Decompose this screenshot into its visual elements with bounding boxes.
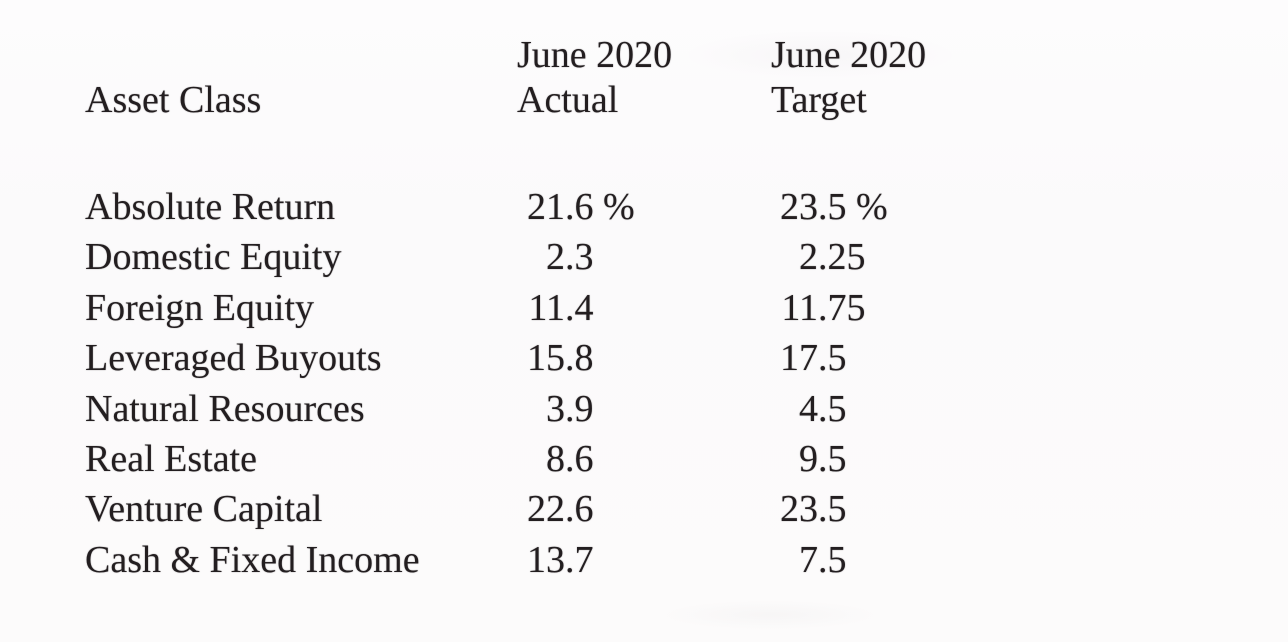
actual-value-cell: 11.4 [528,286,594,329]
asset-class-cell: Natural Resources [85,387,365,430]
target-value-cell: 11.75 [781,286,866,329]
asset-allocation-table: Asset Class June 2020 Actual June 2020 T… [0,33,1288,585]
actual-header-line2: Actual [517,79,619,121]
asset-class-header-label: Asset Class [85,79,262,121]
actual-value-cell: 13.7 [527,538,594,581]
asset-class-cell: Cash & Fixed Income [85,538,420,581]
actual-value-cell: 2.3 [546,236,594,279]
target-value-cell: 4.5 [799,387,847,430]
scan-smudge [660,600,880,630]
table-row: Domestic Equity 2.3 2.25 [0,232,1288,282]
asset-class-cell: Real Estate [85,437,257,480]
table-row: Leveraged Buyouts 15.8 17.5 [0,333,1288,383]
table-header-row: Asset Class June 2020 Actual June 2020 T… [0,33,1288,123]
target-header-line1: June 2020 [771,34,927,76]
asset-class-cell: Venture Capital [85,488,323,531]
column-header-actual: June 2020 Actual [475,33,705,123]
target-value-cell: 23.5 % [780,186,888,228]
table-row: Absolute Return 21.6 % 23.5 % [0,182,1288,232]
asset-class-cell: Leveraged Buyouts [85,337,382,380]
actual-value-cell: 8.6 [546,437,594,480]
target-value-cell: 7.5 [799,538,847,581]
table-row: Real Estate 8.6 9.5 [0,434,1288,484]
table-row: Natural Resources 3.9 4.5 [0,384,1288,434]
header-spacer [85,33,475,78]
table-row: Foreign Equity 11.4 11.75 [0,283,1288,333]
target-header-line2: Target [771,79,867,121]
target-value-cell: 23.5 [780,488,847,531]
table-body: Absolute Return 21.6 % 23.5 % Domestic E… [0,182,1288,585]
target-value-cell: 17.5 [780,337,847,380]
target-value-cell: 9.5 [799,437,847,480]
column-header-asset-class: Asset Class [0,33,475,123]
target-value-cell: 2.25 [799,236,866,279]
actual-header-line1: June 2020 [517,34,673,76]
actual-value-cell: 21.6 % [527,186,635,228]
actual-value-cell: 22.6 [527,488,594,531]
column-header-target: June 2020 Target [705,33,1003,123]
actual-value-cell: 15.8 [527,337,594,380]
asset-class-cell: Domestic Equity [85,236,342,279]
actual-value-cell: 3.9 [546,387,594,430]
table-row: Venture Capital 22.6 23.5 [0,484,1288,534]
asset-class-cell: Foreign Equity [85,286,315,329]
asset-class-cell: Absolute Return [85,186,336,228]
table-row: Cash & Fixed Income 13.7 7.5 [0,535,1288,585]
